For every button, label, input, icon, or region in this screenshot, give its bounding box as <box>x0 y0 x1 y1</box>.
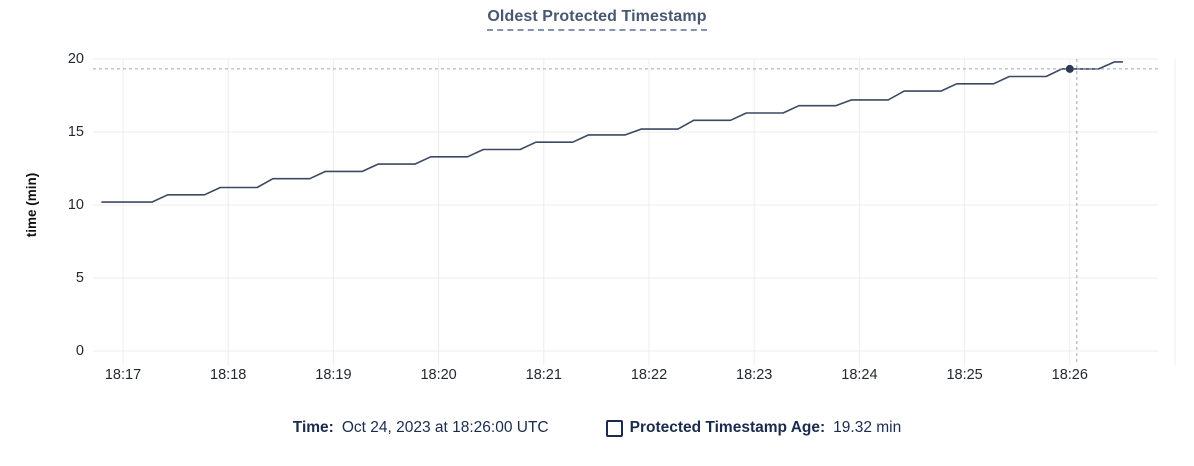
legend-series-value: 19.32 min <box>833 419 902 436</box>
legend-time-label: Time: <box>292 419 334 436</box>
legend-time-value: Oct 24, 2023 at 18:26:00 UTC <box>341 419 549 436</box>
x-tick-label: 18:25 <box>946 367 982 383</box>
y-tick-label: 20 <box>68 51 84 67</box>
x-tick-label: 18:19 <box>315 367 351 383</box>
x-tick-label: 18:21 <box>526 367 562 383</box>
legend-series-label: Protected Timestamp Age: <box>629 419 826 436</box>
legend-series-checkbox[interactable] <box>605 419 623 437</box>
x-tick-label: 18:24 <box>841 367 877 383</box>
x-tick-label: 18:23 <box>736 367 772 383</box>
y-tick-label: 10 <box>68 197 84 213</box>
x-tick-label: 18:17 <box>105 367 141 383</box>
chart-tooltip-legend: Time: Oct 24, 2023 at 18:26:00 UTC Prote… <box>0 419 1194 437</box>
chart-header: Oldest Protected Timestamp <box>0 8 1194 31</box>
y-tick-label: 5 <box>76 270 84 286</box>
x-tick-label: 18:22 <box>631 367 667 383</box>
y-tick-label: 15 <box>68 124 84 140</box>
series-line-protected-timestamp-age <box>101 61 1124 203</box>
x-tick-label: 18:18 <box>210 367 246 383</box>
x-tick-label: 18:26 <box>1052 367 1088 383</box>
x-tick-label: 18:20 <box>420 367 456 383</box>
chart-plot-area[interactable]: 0 5 10 15 20 18:17 18:18 18:19 18:20 18:21 18:22 18… <box>0 0 1194 410</box>
hover-point-dot <box>1065 64 1074 73</box>
chart-title[interactable]: Oldest Protected Timestamp <box>487 8 707 31</box>
y-tick-label: 0 <box>76 343 84 359</box>
y-axis-title: time (min) <box>24 173 39 238</box>
